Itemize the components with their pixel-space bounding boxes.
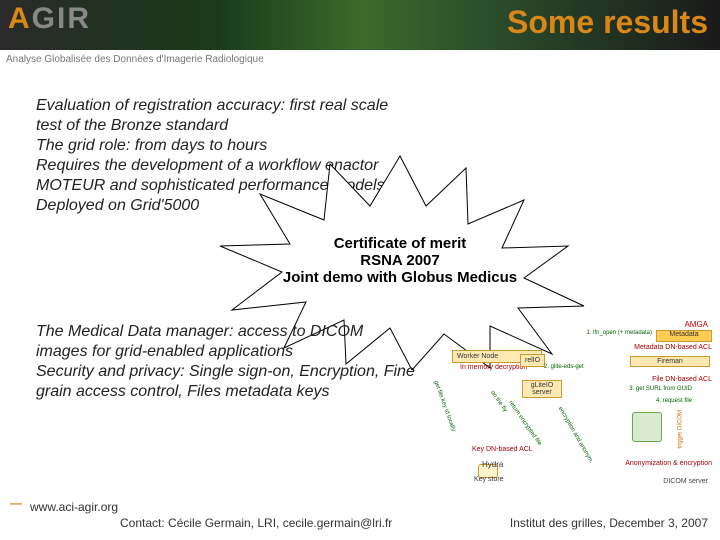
ld-amga-label: AMGA (684, 320, 708, 329)
ld-metadata-box: Metadata (656, 330, 712, 342)
ld-keystore-label: Key store (474, 476, 504, 483)
ld-file-acl: File DN-based ACL (652, 376, 712, 383)
text-block-2: The Medical Data manager: access to DICO… (36, 322, 416, 402)
header-banner: AGIR Some results (0, 0, 720, 50)
ld-rot3: return encrypted file (507, 400, 542, 447)
footer-dash: — (10, 496, 22, 510)
starburst-line2: RSNA 2007 (283, 252, 517, 269)
ld-step1: 1. lfn_open (+ metadata) (586, 330, 652, 336)
footer-url: www.aci-agir.org (30, 500, 118, 514)
ld-step3: 3. get SURL from GUID (629, 386, 692, 392)
ld-glite: gLiteIO server (522, 380, 562, 398)
ld-hydra: Hydra (482, 460, 503, 469)
logo-letters-gir: GIR (32, 2, 91, 35)
ld-rot1: get file key id locally (432, 380, 456, 432)
slide-subtitle: Analyse Globalisée des Données d'Imageri… (6, 54, 264, 65)
lower-diagram: AMGA Metadata Metadata DN-based ACL Work… (412, 320, 712, 500)
ld-rot2: on the fly (489, 390, 508, 413)
ld-key-acl: Key DN-based ACL (472, 446, 533, 453)
ld-rot5: trigger DICOM (678, 410, 684, 449)
starburst-line3: Joint demo with Globus Medicus (283, 269, 517, 286)
footer-contact: Contact: Cécile Germain, LRI, cecile.ger… (120, 516, 392, 530)
starburst-text: Certificate of merit RSNA 2007 Joint dem… (283, 235, 517, 286)
logo-letter-a: A (8, 2, 32, 35)
ld-relio: relIO (520, 354, 545, 367)
ld-anon: Anonymization & encryption (625, 460, 712, 467)
ld-metadata-dn: Metadata DN-based ACL (634, 344, 712, 351)
ld-step2: 2. glite-eds-get (544, 364, 584, 370)
ld-storage-cyl (632, 412, 662, 442)
ld-fireman: Fireman (630, 356, 710, 367)
logo: AGIR (8, 2, 91, 36)
ld-in-memory: In memory decryption (460, 364, 527, 371)
slide-title: Some results (507, 4, 708, 41)
ld-rot4: encryption and anonym. (557, 406, 594, 464)
ld-step4: 4. request file (656, 398, 692, 404)
ld-dicom: DICOM server (663, 478, 708, 485)
starburst-line1: Certificate of merit (283, 235, 517, 252)
slide: { "header": { "logo_a": "A", "logo_gir":… (0, 0, 720, 540)
footer-date: Institut des grilles, December 3, 2007 (510, 516, 708, 530)
